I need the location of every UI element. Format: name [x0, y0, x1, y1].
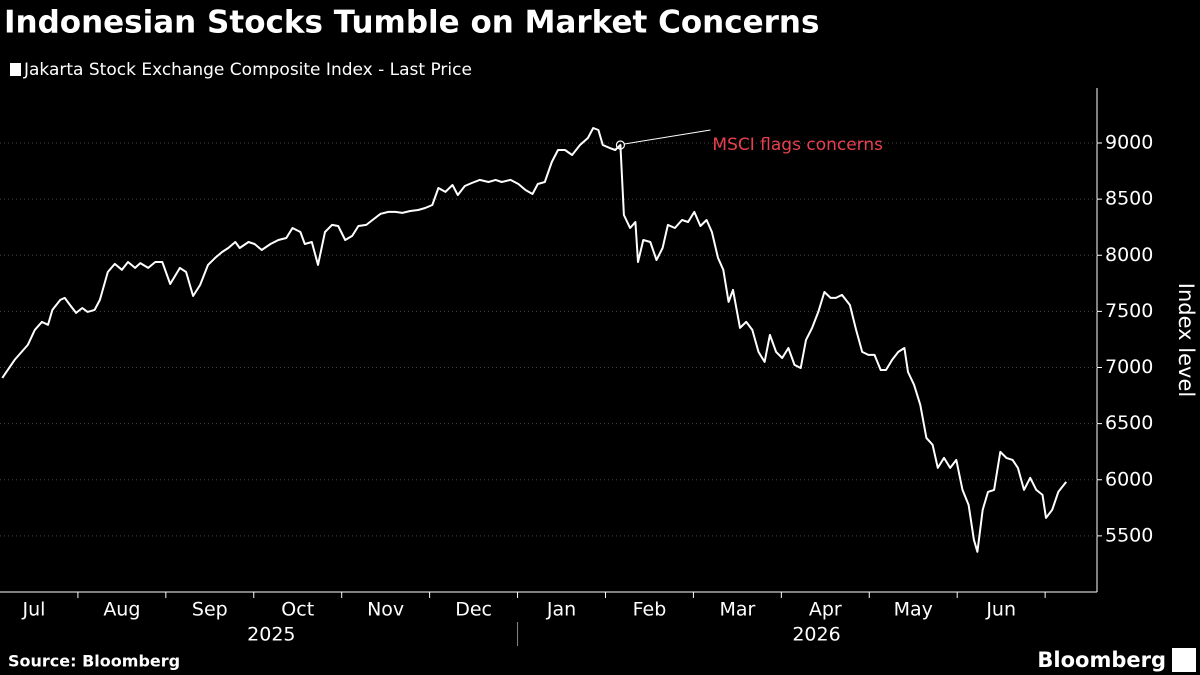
- legend-swatch: [10, 63, 21, 76]
- x-tick-label: Feb: [633, 599, 667, 621]
- logo: Bloomberg: [1037, 648, 1166, 672]
- x-tick-label: Jan: [546, 599, 576, 621]
- y-axis-label: Index level: [1174, 283, 1198, 397]
- x-tick-label: Oct: [281, 599, 314, 621]
- x-tick-label: Dec: [455, 599, 492, 621]
- x-tick-label: Jul: [21, 599, 45, 621]
- y-tick-label: 5500: [1105, 524, 1153, 546]
- y-tick-label: 9000: [1105, 132, 1153, 154]
- price-line: [1, 127, 1067, 553]
- x-tick-label: Apr: [809, 599, 842, 621]
- y-tick-label: 8500: [1105, 188, 1153, 210]
- x-tick-label: Mar: [719, 599, 755, 621]
- annotation-leader: [624, 129, 711, 145]
- year-label: 2026: [792, 624, 840, 646]
- x-tick-label: Sep: [192, 599, 228, 621]
- y-tick-label: 7500: [1105, 300, 1153, 322]
- legend-label: Jakarta Stock Exchange Composite Index -…: [23, 60, 472, 80]
- source: Source: Bloomberg: [8, 652, 180, 671]
- y-tick-label: 8000: [1105, 244, 1153, 266]
- x-tick-label: Nov: [367, 599, 404, 621]
- y-tick-label: 6000: [1105, 468, 1153, 490]
- annotation-label: MSCI flags concerns: [712, 135, 883, 155]
- annotation-marker: [615, 140, 626, 150]
- logo-icon: [1172, 648, 1196, 672]
- y-tick-label: 7000: [1105, 356, 1153, 378]
- x-tick-label: May: [894, 599, 933, 621]
- chart-title: Indonesian Stocks Tumble on Market Conce…: [4, 5, 819, 41]
- x-tick-label: Jun: [985, 599, 1016, 621]
- x-tick-label: Aug: [103, 599, 140, 621]
- y-tick-label: 6500: [1105, 412, 1153, 434]
- year-label: 2025: [247, 624, 295, 646]
